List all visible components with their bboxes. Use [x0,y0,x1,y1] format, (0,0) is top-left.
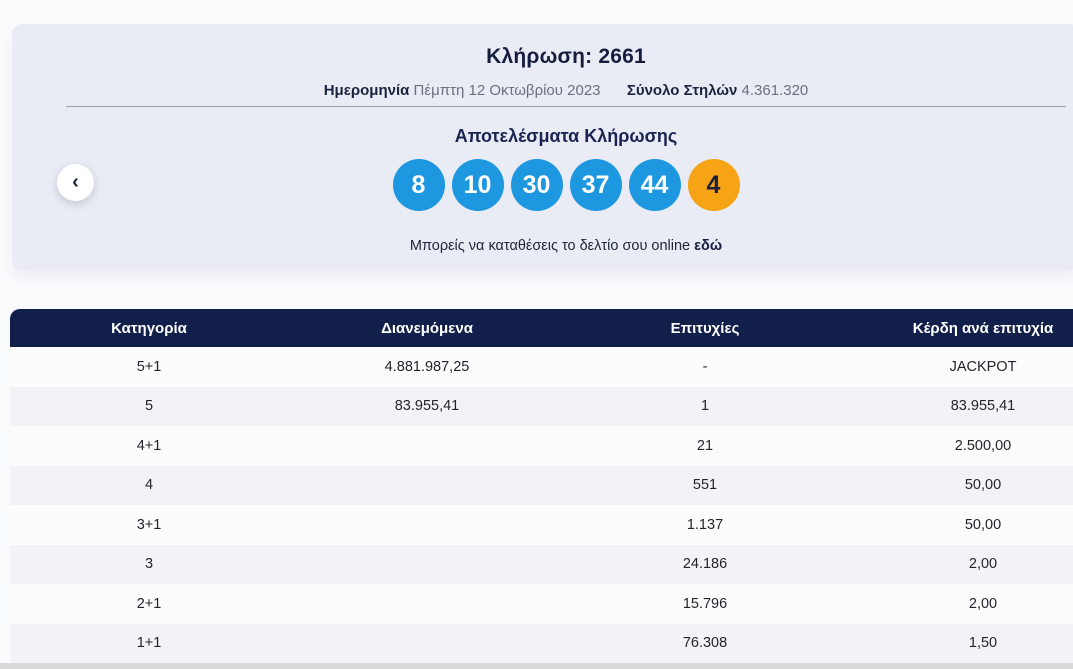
results-heading: Αποτελέσματα Κλήρωσης [454,126,678,146]
table-cell: 4+1 [136,437,162,454]
table-cell [288,505,566,545]
date-value: Πέμπτη 12 Οκτωβρίου 2023 [413,82,601,99]
table-row: 1+1 76.308 1,50 [10,623,1073,664]
table-cell [288,426,566,466]
table-header-row: Κατηγορία Διανεμόμενα Επιτυχίες Κέρδη ανά ε… [10,309,1073,347]
results-table: Κατηγορία Διανεμόμενα Επιτυχίες Κέρδη ανά ε… [10,309,1073,663]
table-row: 3 24.186 2,00 [10,544,1073,585]
bonus-number-ball: 4 [687,159,740,211]
table-cell: 2,00 [968,556,998,573]
table-cell [288,584,566,624]
online-note-text: Μπορείς να καταθέσεις το δελτίο σου onli… [409,238,695,254]
table-cell: 50,00 [964,477,1002,494]
online-link[interactable]: εδώ [694,238,723,254]
table-cell: 76.308 [682,635,728,652]
table-cell: - [702,358,708,375]
table-row: 5 83.955,41 1 83.955,41 [10,386,1073,426]
table-body: 5+1 4.881.987,25 - JACKPOT 5 83.955,41 1 83.955… [10,347,1073,663]
number-ball: 8 [392,159,445,211]
table-cell [288,545,566,585]
winning-numbers: 8 10 30 37 44 4 [66,159,1066,211]
table-row: 4 551 50,00 [10,465,1073,506]
columns-label: Σύνολο Στηλών [626,82,738,99]
table-cell: 24.186 [682,556,728,573]
prev-draw-button[interactable]: ‹ [57,164,94,201]
table-row: 4+1 21 2.500,00 [10,426,1073,466]
table-cell: 83.955,41 [394,398,460,415]
table-cell: 551 [692,477,718,494]
number-ball: 30 [510,159,563,211]
table-cell: 1+1 [136,635,162,652]
column-header: Επιτυχίες [566,309,844,347]
column-header: Διανεμόμενα [288,309,566,347]
table-cell: 2+1 [136,595,162,612]
table-cell: 2.500,00 [954,437,1012,454]
table-cell: 3 [144,556,154,573]
table-cell: 5+1 [136,358,162,375]
draw-title: Κλήρωση: 2661 [486,45,646,68]
table-cell: 5 [144,398,154,415]
columns-value: 4.361.320 [741,82,809,99]
column-header: Κέρδη ανά επιτυχία [844,309,1073,347]
table-cell: 21 [696,437,714,454]
table-cell [288,466,566,506]
draw-card: Κλήρωση: 2661 Ημερομηνία Πέμπτη 12 Οκτωβ… [12,24,1073,270]
table-row: 2+1 15.796 2,00 [10,584,1073,624]
date-label: Ημερομηνία [323,82,410,99]
table-cell: 3+1 [136,516,162,533]
table-cell [288,624,566,664]
table-cell: 1.137 [686,516,724,533]
table-cell: 2,00 [968,595,998,612]
table-cell: 4 [144,477,154,494]
number-ball: 37 [569,159,622,211]
table-cell: 83.955,41 [950,398,1016,415]
number-ball: 10 [451,159,504,211]
table-row: 3+1 1.137 50,00 [10,505,1073,545]
table-row: 5+1 4.881.987,25 - JACKPOT [10,347,1073,387]
divider [66,106,1066,107]
column-header: Κατηγορία [10,309,288,347]
table-cell: JACKPOT [949,358,1017,375]
table-cell: 50,00 [964,516,1002,533]
online-note: Μπορείς να καταθέσεις το δελτίο σου onli… [66,238,1066,254]
number-ball: 44 [628,159,681,211]
bottom-strip [0,663,1073,669]
draw-meta: Ημερομηνία Πέμπτη 12 Οκτωβρίου 2023 Σύνο… [66,82,1066,99]
chevron-left-icon: ‹ [72,170,79,193]
table-cell: 4.881.987,25 [384,358,470,375]
table-cell: 1 [700,398,710,415]
table-cell: 15.796 [682,595,728,612]
table-cell: 1,50 [968,635,998,652]
